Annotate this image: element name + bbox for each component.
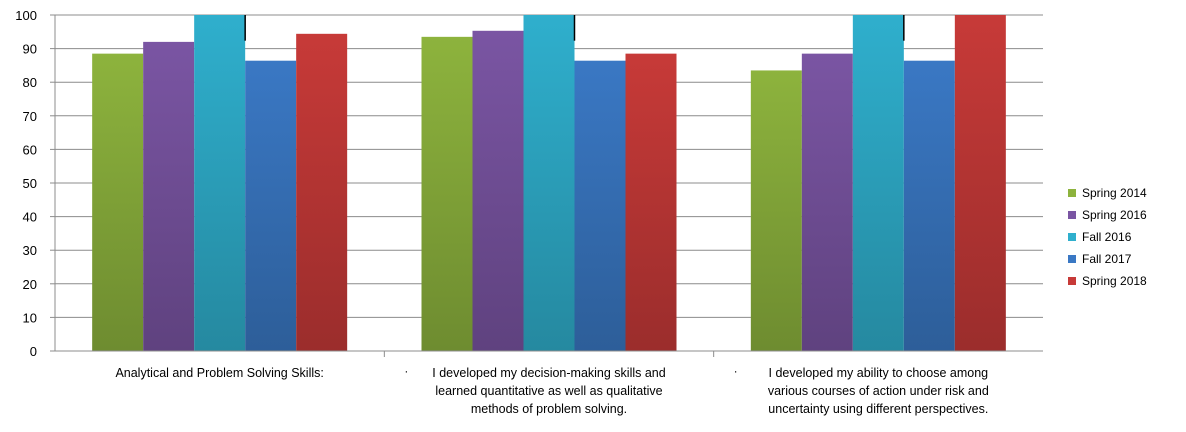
x-category-label: methods of problem solving.	[471, 402, 627, 416]
axes	[50, 14, 1043, 357]
legend-label: Fall 2016	[1082, 230, 1132, 244]
y-tick-label: 90	[23, 42, 37, 57]
bar-spring-2018	[296, 33, 348, 351]
y-tick-label: 100	[15, 8, 37, 23]
x-category-label: I developed my ability to choose among	[769, 366, 989, 380]
bar-spring-2014	[92, 53, 144, 351]
y-tick-label: 10	[23, 310, 37, 325]
y-tick-label: 60	[23, 142, 37, 157]
bar-fall-2017	[574, 60, 626, 352]
category-bullet: ·	[734, 364, 738, 378]
y-tick-label: 70	[23, 109, 37, 124]
legend-swatch	[1068, 211, 1076, 219]
bar-spring-2014	[421, 36, 473, 352]
y-tick-labels: 0 10 20 30 40 50 60 70 80 90 100	[15, 8, 37, 359]
legend-swatch	[1068, 255, 1076, 263]
legend-label: Spring 2016	[1082, 208, 1147, 222]
legend: Spring 2014 Spring 2016 Fall 2016 Fall 2017…	[1068, 186, 1147, 288]
y-tick-label: 20	[23, 277, 37, 292]
y-tick-label: 0	[30, 344, 37, 359]
bar-spring-2016	[143, 41, 195, 351]
category-bullet: ·	[404, 364, 408, 378]
x-category-label: uncertainty using different perspectives…	[768, 402, 988, 416]
bar-spring-2016	[801, 53, 853, 351]
legend-swatch	[1068, 233, 1076, 241]
y-tick-label: 30	[23, 243, 37, 258]
legend-swatch	[1068, 277, 1076, 285]
legend-label: Fall 2017	[1082, 252, 1132, 266]
x-category-label: I developed my decision-making skills an…	[432, 366, 665, 380]
bar-fall-2017	[903, 60, 955, 352]
legend-label: Spring 2018	[1082, 274, 1147, 288]
bar-fall-2016	[523, 15, 575, 351]
bar-spring-2016	[472, 30, 524, 352]
legend-swatch	[1068, 189, 1076, 197]
x-category-label: Analytical and Problem Solving Skills:	[115, 366, 323, 380]
legend-label: Spring 2014	[1082, 186, 1147, 200]
y-tick-label: 50	[23, 176, 37, 191]
x-category-label: learned quantitative as well as qualitat…	[435, 384, 662, 398]
bar-spring-2018	[625, 53, 677, 351]
y-tick-label: 40	[23, 210, 37, 225]
x-category-labels: Analytical and Problem Solving Skills: · I…	[115, 364, 988, 416]
bar-spring-2018	[954, 15, 1006, 351]
bar-fall-2017	[245, 60, 297, 352]
bar-spring-2014	[750, 70, 802, 351]
bar-fall-2016	[852, 15, 904, 351]
y-tick-label: 80	[23, 75, 37, 90]
bar-fall-2016	[194, 15, 246, 351]
bars	[92, 15, 1006, 352]
x-category-label: various courses of action under risk and	[768, 384, 989, 398]
